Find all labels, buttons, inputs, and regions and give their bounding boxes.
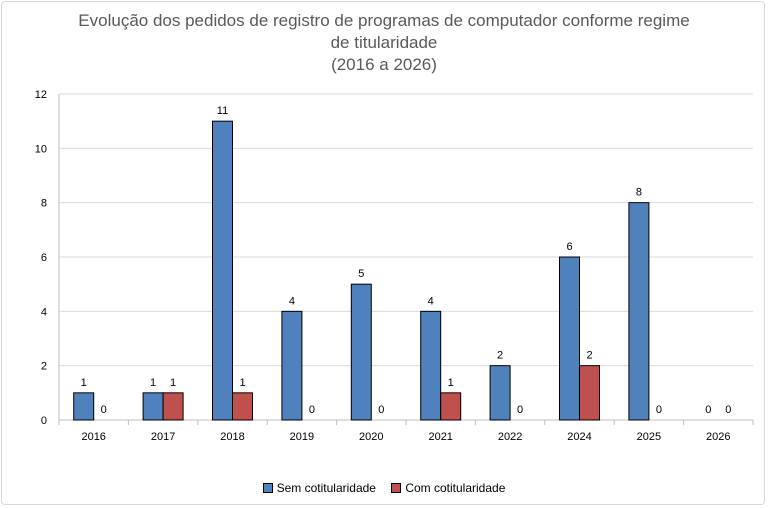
data-label: 1	[81, 377, 87, 389]
y-axis: 0 2 4 6 8 10 12	[35, 89, 60, 427]
data-label: 0	[725, 404, 731, 416]
chart-title: Evolução dos pedidos de registro de prog…	[0, 10, 768, 76]
legend-swatch-com	[391, 483, 402, 493]
bar-sem-cotitularidade	[142, 392, 164, 421]
x-tick-label: 2020	[359, 431, 383, 443]
data-label: 0	[309, 404, 315, 416]
x-tick-label: 2021	[428, 431, 452, 443]
y-tick-label: 12	[35, 89, 47, 101]
y-tick-label: 6	[41, 252, 47, 264]
bar-sem-cotitularidade	[420, 310, 442, 421]
y-tick-label: 4	[41, 306, 47, 318]
data-label: 0	[656, 404, 662, 416]
data-label: 4	[428, 295, 434, 307]
data-label: 2	[497, 350, 503, 362]
data-label: 1	[150, 377, 156, 389]
x-tick-label: 2025	[637, 431, 661, 443]
bar-com-cotitularidade	[579, 365, 600, 421]
data-label: 1	[170, 377, 176, 389]
data-label: 0	[517, 404, 523, 416]
data-label: 4	[289, 295, 295, 307]
x-tick-label: 2022	[498, 431, 522, 443]
data-label: 8	[636, 187, 642, 199]
y-tick-label: 8	[41, 198, 47, 210]
x-tick-label: 2024	[567, 431, 591, 443]
chart-title-line-2: de titularidade	[330, 33, 438, 52]
bar-sem-cotitularidade	[281, 310, 303, 421]
data-label: 0	[378, 404, 384, 416]
bar-sem-cotitularidade	[559, 256, 580, 421]
bar-sem-cotitularidade	[73, 392, 95, 421]
bar-sem-cotitularidade	[212, 120, 233, 421]
bar-com-cotitularidade	[232, 392, 253, 421]
bar-sem-cotitularidade	[628, 202, 650, 421]
x-tick-label: 2026	[706, 431, 730, 443]
bar-com-cotitularidade	[162, 392, 184, 421]
bar-sem-cotitularidade	[489, 365, 511, 421]
legend: Sem cotitularidade Com cotitularidade	[0, 481, 768, 496]
legend-item-sem: Sem cotitularidade	[262, 481, 376, 495]
x-axis: 2016 2017 2018 2019 2020 2021 2022 2024 2025 2026	[58, 419, 754, 443]
y-tick-label: 2	[41, 361, 47, 373]
data-label: 0	[705, 404, 711, 416]
data-label: 1	[448, 377, 454, 389]
data-label: 6	[566, 241, 572, 253]
x-tick-label: 2016	[81, 431, 105, 443]
y-tick-label: 0	[41, 415, 47, 427]
x-tick-label: 2017	[151, 431, 175, 443]
data-label: 5	[358, 268, 364, 280]
bar-com-cotitularidade	[440, 392, 462, 421]
data-label: 11	[217, 105, 228, 117]
legend-label-sem: Sem cotitularidade	[276, 481, 376, 495]
legend-swatch-sem	[262, 483, 273, 493]
data-label: 1	[239, 377, 245, 389]
data-label: 2	[586, 350, 592, 362]
x-tick-label: 2019	[290, 431, 314, 443]
legend-label-com: Com cotitularidade	[405, 481, 506, 495]
chart-title-line-1: Evolução dos pedidos de registro de prog…	[78, 11, 690, 30]
legend-item-com: Com cotitularidade	[391, 481, 505, 495]
bars	[73, 120, 650, 421]
y-tick-label: 10	[35, 143, 47, 155]
bar-sem-cotitularidade	[350, 283, 372, 421]
data-label: 0	[101, 404, 107, 416]
chart-title-line-3: (2016 a 2026)	[331, 55, 437, 74]
x-tick-label: 2018	[220, 431, 244, 443]
